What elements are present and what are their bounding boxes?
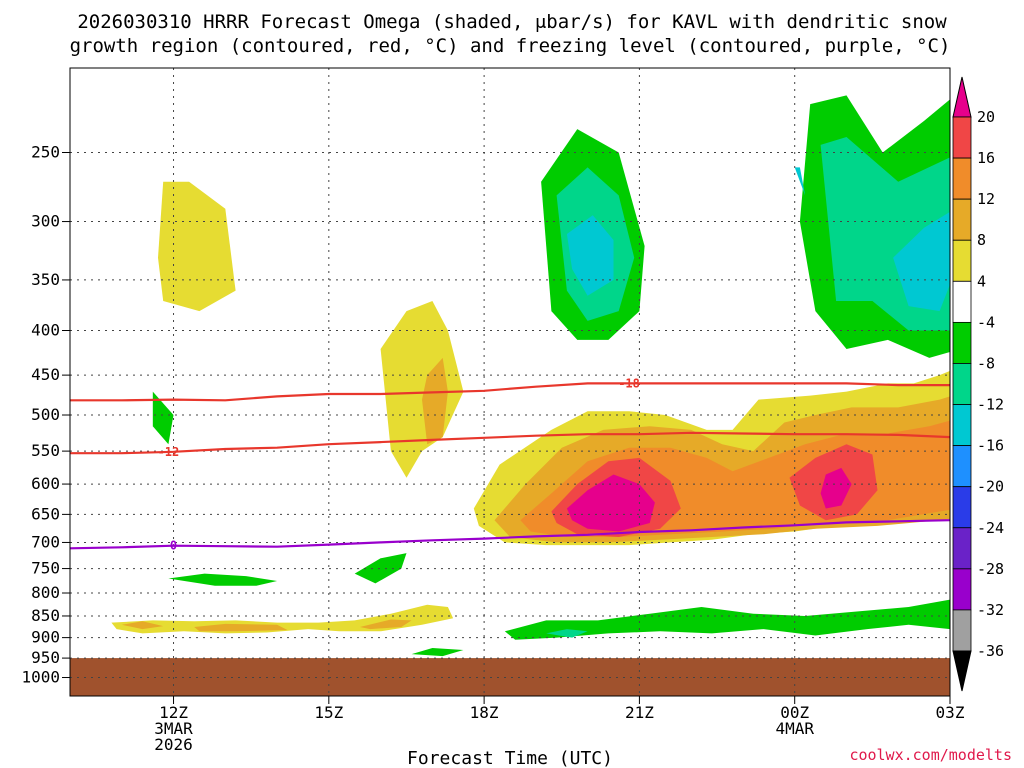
y-tick-label-450: 450 xyxy=(31,365,60,384)
colorbar-bin--20 xyxy=(952,445,972,488)
y-tick-label-600: 600 xyxy=(31,474,60,493)
plot-background xyxy=(70,68,950,696)
y-tick-label-400: 400 xyxy=(31,321,60,340)
omega-area-11 xyxy=(566,215,614,296)
site-watermark: coolwx.com/modelts xyxy=(849,746,1012,764)
omega-area-35 xyxy=(546,629,588,638)
y-tick-label-650: 650 xyxy=(31,504,60,523)
colorbar-bin--4 xyxy=(952,280,972,323)
omega-area-5 xyxy=(313,86,422,358)
x-axis-label: Forecast Time (UTC) xyxy=(407,748,613,768)
colorbar-bin--24 xyxy=(952,486,972,529)
contour-line--12 xyxy=(70,431,950,455)
x-tick-label-15-1: 15Z xyxy=(314,703,343,722)
colorbar-bin-4 xyxy=(952,239,972,282)
omega-area-25 xyxy=(121,621,164,630)
y-tick-label-750: 750 xyxy=(31,559,60,578)
colorbar-label--20: -20 xyxy=(977,478,1004,496)
omega-area-26 xyxy=(194,623,288,632)
chart-title-line-2: growth region (contoured, red, °C) and f… xyxy=(70,35,951,57)
omega-area-29 xyxy=(168,573,278,586)
omega-area-14 xyxy=(794,167,806,196)
y-tick-label-950: 950 xyxy=(31,648,60,667)
colorbar-bin-8 xyxy=(952,198,972,241)
x-tick-label-12-1: 12Z xyxy=(159,703,188,722)
colorbar-label--16: -16 xyxy=(977,437,1004,455)
contour-line--18 xyxy=(70,382,950,402)
plot-area: -18 -12 0 xyxy=(69,67,951,697)
x-tick-label-18-1: 18Z xyxy=(470,703,499,722)
omega-area-15 xyxy=(893,211,950,312)
omega-shading xyxy=(111,85,950,659)
x-tick-label-12-3: 2026 xyxy=(154,735,193,754)
y-tick-label-700: 700 xyxy=(31,532,60,551)
x-tick-label-12-2: 3MAR xyxy=(154,719,193,738)
colorbar-bin--8 xyxy=(952,321,972,364)
x-tick-label-24-1: 00Z xyxy=(780,703,809,722)
colorbar-bin--16 xyxy=(952,404,972,447)
contour-line-0 xyxy=(70,519,950,550)
temperature-contours: -18 -12 0 xyxy=(70,376,950,553)
omega-area-7 xyxy=(422,357,448,445)
colorbar-top-arrow xyxy=(952,76,972,118)
omega-area-3 xyxy=(158,181,236,312)
colorbar-bottom-arrow xyxy=(952,650,972,692)
colorbar-label--36: -36 xyxy=(977,642,1004,660)
colorbar-bin--32 xyxy=(952,568,972,611)
omega-area-30 xyxy=(354,553,407,584)
y-tick-label-250: 250 xyxy=(31,143,60,162)
omega-area-34 xyxy=(504,599,950,640)
colorbar-label--8: -8 xyxy=(977,354,995,372)
omega-area-22 xyxy=(820,467,852,509)
colorbar-bin--12 xyxy=(952,363,972,405)
y-axis-pressure: 250 300 350 400 450 500 550 600 650 700 750 800 850 9… xyxy=(21,143,70,687)
colorbar-label--24: -24 xyxy=(977,519,1004,537)
colorbar-bin--36 xyxy=(952,609,972,652)
colorbar-label-8: 8 xyxy=(977,231,986,249)
y-tick-label-550: 550 xyxy=(31,441,60,460)
y-tick-label-500: 500 xyxy=(31,405,60,424)
colorbar-bin-12 xyxy=(952,157,972,200)
x-tick-label-27-1: 03Z xyxy=(936,703,965,722)
colorbar-label-12: 12 xyxy=(977,190,995,208)
colorbar-bin--28 xyxy=(952,527,972,570)
x-tick-label-21-1: 21Z xyxy=(625,703,654,722)
colorbar-label-20: 20 xyxy=(977,108,995,126)
contour-label--12: -12 xyxy=(158,445,180,459)
contour-label-0: 0 xyxy=(170,539,177,553)
y-tick-label-800: 800 xyxy=(31,583,60,602)
omega-area-33 xyxy=(411,648,464,657)
omega-area-2 xyxy=(152,391,174,445)
plot-frame xyxy=(69,67,951,697)
omega-area-20 xyxy=(566,474,655,532)
colorbar-label--4: -4 xyxy=(977,313,995,331)
y-tick-label-350: 350 xyxy=(31,270,60,289)
chart-title-line-1: 2026030310 HRRR Forecast Omega (shaded, … xyxy=(77,11,947,33)
contour-label--18: -18 xyxy=(618,376,640,390)
surface-ground xyxy=(70,658,950,696)
y-tick-label-1000: 1000 xyxy=(21,668,60,687)
omega-area-27 xyxy=(359,619,412,630)
colorbar-bin-16 xyxy=(952,116,972,159)
y-tick-label-900: 900 xyxy=(31,628,60,647)
colorbar-label--12: -12 xyxy=(977,396,1004,414)
colorbar-label-16: 16 xyxy=(977,149,995,167)
colorbar-label--28: -28 xyxy=(977,560,1004,578)
y-tick-label-850: 850 xyxy=(31,606,60,625)
omega-colorbar: -36 -32 -28 -24 -20 -16 -12 -8 -4 4 8 12 16 20 xyxy=(952,76,1004,692)
colorbar-label--32: -32 xyxy=(977,601,1004,619)
x-tick-label-24-2: 4MAR xyxy=(775,719,814,738)
y-tick-label-300: 300 xyxy=(31,212,60,231)
colorbar-label-4: 4 xyxy=(977,272,986,290)
